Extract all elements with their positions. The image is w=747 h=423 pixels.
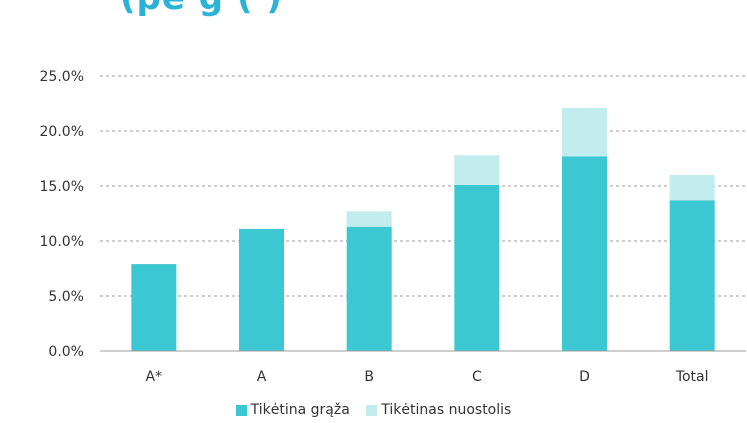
x-tick-label: A — [257, 369, 267, 385]
x-tick-label: Total — [675, 369, 709, 385]
x-tick-label: B — [364, 369, 374, 385]
y-axis-ticks: 0.0% 5.0% 10.0% 15.0% 20.0% 25.0% — [40, 69, 84, 360]
bar-expected-return — [239, 228, 284, 351]
bars — [131, 107, 715, 351]
x-tick-label: D — [579, 369, 590, 385]
legend: Tikėtina grąža Tikėtinas nuostolis — [0, 402, 747, 420]
legend-label-expected-return: Tikėtina grąža — [250, 402, 350, 418]
legend-item-expected-return: Tikėtina grąža — [235, 402, 350, 418]
legend-item-expected-loss: Tikėtinas nuostolis — [366, 402, 511, 418]
x-axis-ticks: A* A B C D Total — [146, 369, 709, 385]
legend-label-expected-loss: Tikėtinas nuostolis — [381, 402, 512, 418]
y-tick-label: 20.0% — [40, 124, 84, 140]
legend-swatch-expected-loss — [366, 404, 378, 416]
y-tick-label: 15.0% — [40, 179, 84, 195]
y-tick-label: 10.0% — [40, 234, 84, 250]
x-tick-label: A* — [146, 369, 163, 385]
bar-expected-loss — [346, 211, 392, 227]
bar-expected-return — [669, 200, 715, 351]
bar-expected-loss — [562, 107, 607, 157]
y-tick-label: 25.0% — [40, 69, 84, 85]
bar-expected-loss — [669, 175, 715, 201]
y-tick-label: 0.0% — [48, 344, 84, 360]
y-tick-label: 5.0% — [48, 289, 84, 305]
chart-title-partial: (pe g ( ) — [120, 0, 283, 18]
bar-expected-return — [454, 184, 500, 351]
legend-swatch-expected-return — [235, 404, 247, 416]
bar-expected-return — [346, 226, 392, 351]
bar-expected-return — [562, 156, 607, 351]
bar-expected-loss — [454, 155, 500, 185]
bar-expected-return — [131, 264, 177, 351]
gridlines — [100, 75, 746, 297]
x-tick-label: C — [472, 369, 482, 385]
stacked-bar-chart: 0.0% 5.0% 10.0% 15.0% 20.0% 25.0% A* A B C D Total — [40, 69, 746, 385]
